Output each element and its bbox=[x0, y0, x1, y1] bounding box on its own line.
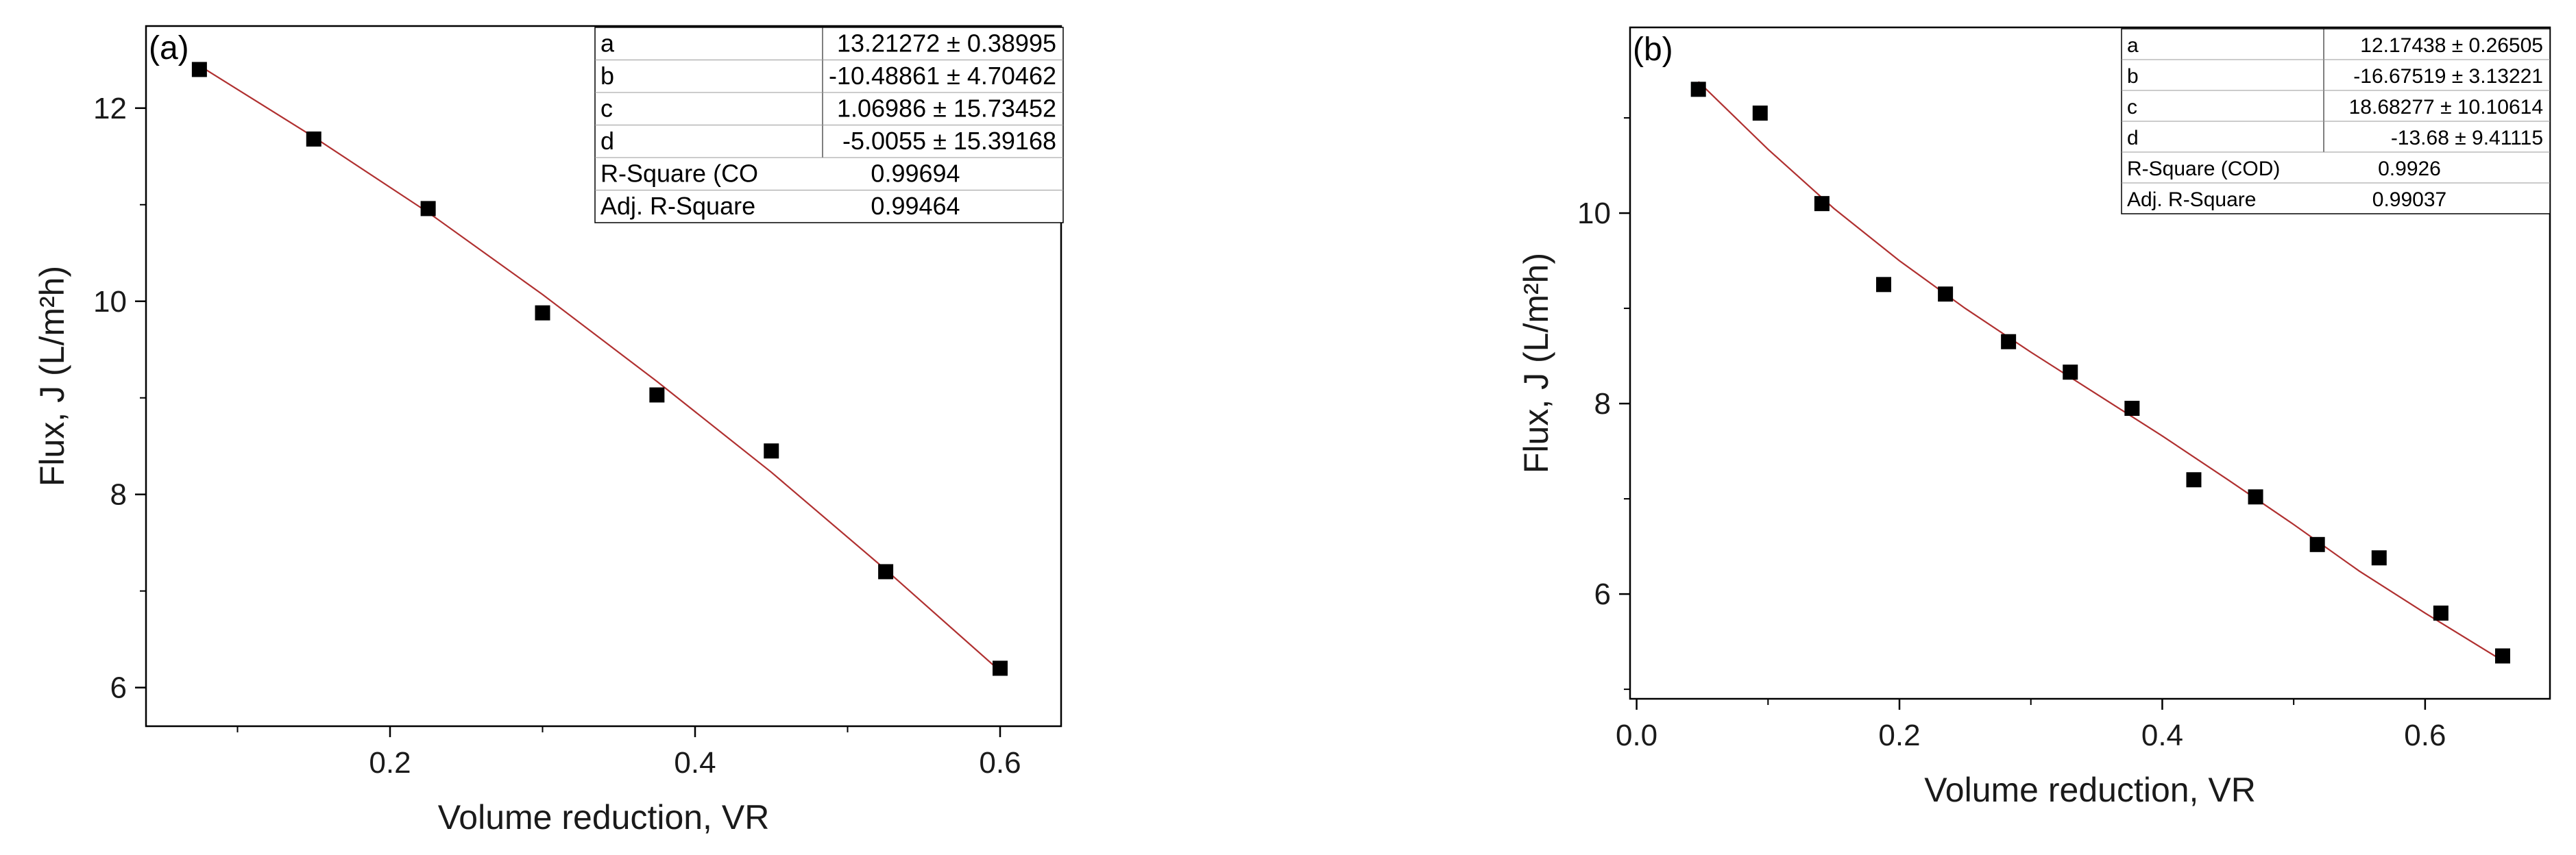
data-point bbox=[764, 443, 779, 459]
y-tick-label: 10 bbox=[93, 285, 127, 319]
fit-table: a 12.17438 ± 0.26505 b -16.67519 ± 3.13221 c… bbox=[2121, 28, 2551, 214]
x-tick-label: 0.2 bbox=[1878, 719, 1920, 752]
x-axis-title: Volume reduction, VR bbox=[438, 798, 770, 837]
fit-param-value: 0.9926 bbox=[2378, 158, 2441, 180]
data-point bbox=[1876, 277, 1892, 293]
data-point bbox=[2371, 550, 2387, 566]
plot-frame bbox=[145, 25, 1062, 728]
y-tick-label: 8 bbox=[1594, 387, 1611, 421]
fit-param-name: c bbox=[2127, 96, 2137, 119]
fit-param-value: 0.99464 bbox=[871, 192, 960, 220]
data-point bbox=[2433, 605, 2449, 621]
y-axis-title: Flux, J (L/m²h) bbox=[1517, 253, 1555, 473]
data-point bbox=[1752, 106, 1768, 121]
chart-panel-a: 0.2 0.4 0.6 6 8 10 12 Volume reduction, VR Flux,… bbox=[33, 25, 1064, 837]
data-point bbox=[2063, 364, 2078, 380]
y-tick-label: 10 bbox=[1577, 197, 1611, 230]
y-tick-label: 12 bbox=[93, 92, 127, 125]
data-point bbox=[2248, 489, 2263, 505]
fit-param-value: 13.21272 ± 0.38995 bbox=[837, 29, 1056, 58]
data-point bbox=[2001, 334, 2017, 349]
fit-param-value: -5.0055 ± 15.39168 bbox=[842, 127, 1056, 155]
data-point bbox=[1690, 82, 1706, 97]
data-point bbox=[2494, 648, 2510, 664]
y-axis-title: Flux, J (L/m²h) bbox=[33, 266, 71, 486]
data-point bbox=[993, 660, 1008, 676]
x-tick-label: 0.6 bbox=[979, 746, 1021, 780]
fit-param-name: b bbox=[2127, 65, 2139, 88]
fit-param-name: a bbox=[600, 29, 615, 58]
x-tick-label: 0.0 bbox=[1616, 719, 1657, 752]
fit-param-name: c bbox=[600, 95, 613, 123]
fit-param-name: R-Square (COD) bbox=[2127, 158, 2280, 180]
fit-curve bbox=[199, 64, 1001, 672]
data-point bbox=[535, 305, 550, 321]
fit-param-value: 18.68277 ± 10.10614 bbox=[2349, 96, 2543, 119]
x-tick-label: 0.2 bbox=[369, 746, 411, 780]
fit-param-name: d bbox=[2127, 127, 2139, 149]
fit-param-value: 12.17438 ± 0.26505 bbox=[2360, 34, 2543, 57]
fit-param-name: b bbox=[600, 62, 614, 90]
fit-param-value: -13.68 ± 9.41115 bbox=[2391, 127, 2543, 149]
x-tick-label: 0.6 bbox=[2404, 719, 2446, 752]
fit-param-name: a bbox=[2127, 34, 2139, 57]
data-point bbox=[1938, 286, 1954, 302]
fit-table: a 13.21272 ± 0.38995 b -10.48861 ± 4.70462 c… bbox=[594, 27, 1064, 223]
fit-param-name: Adj. R-Square bbox=[600, 192, 755, 220]
x-axis-title: Volume reduction, VR bbox=[1924, 771, 2256, 809]
data-point bbox=[649, 387, 665, 403]
y-tick-label: 6 bbox=[1594, 578, 1611, 611]
x-tick-label: 0.4 bbox=[674, 746, 716, 780]
fit-param-name: d bbox=[600, 127, 614, 155]
plot-frame bbox=[1629, 26, 2551, 700]
fit-param-name: R-Square (CO bbox=[600, 160, 758, 188]
fit-param-value: 0.99694 bbox=[871, 160, 960, 188]
chart-panel-b: 0.0 0.2 0.4 0.6 6 8 10 Volume reduction, VR Flux… bbox=[1517, 26, 2551, 809]
fit-param-value: -16.67519 ± 3.13221 bbox=[2353, 65, 2543, 88]
y-tick-label: 8 bbox=[110, 478, 127, 512]
fit-param-name: Adj. R-Square bbox=[2127, 188, 2256, 211]
data-point bbox=[420, 201, 436, 216]
data-point bbox=[2309, 536, 2325, 552]
panel-label: (a) bbox=[149, 30, 189, 66]
data-point bbox=[2124, 401, 2140, 417]
panel-label: (b) bbox=[1633, 32, 1673, 68]
fit-param-value: 1.06986 ± 15.73452 bbox=[837, 95, 1056, 123]
data-point bbox=[191, 62, 207, 77]
y-tick-label: 6 bbox=[110, 671, 127, 705]
data-point bbox=[878, 564, 894, 580]
x-tick-label: 0.4 bbox=[2141, 719, 2183, 752]
data-point bbox=[306, 131, 321, 147]
fit-curve bbox=[1697, 81, 2503, 662]
fit-param-value: 0.99037 bbox=[2372, 188, 2446, 211]
data-point bbox=[2186, 472, 2202, 488]
data-point bbox=[1814, 196, 1830, 212]
fit-param-value: -10.48861 ± 4.70462 bbox=[829, 62, 1056, 90]
